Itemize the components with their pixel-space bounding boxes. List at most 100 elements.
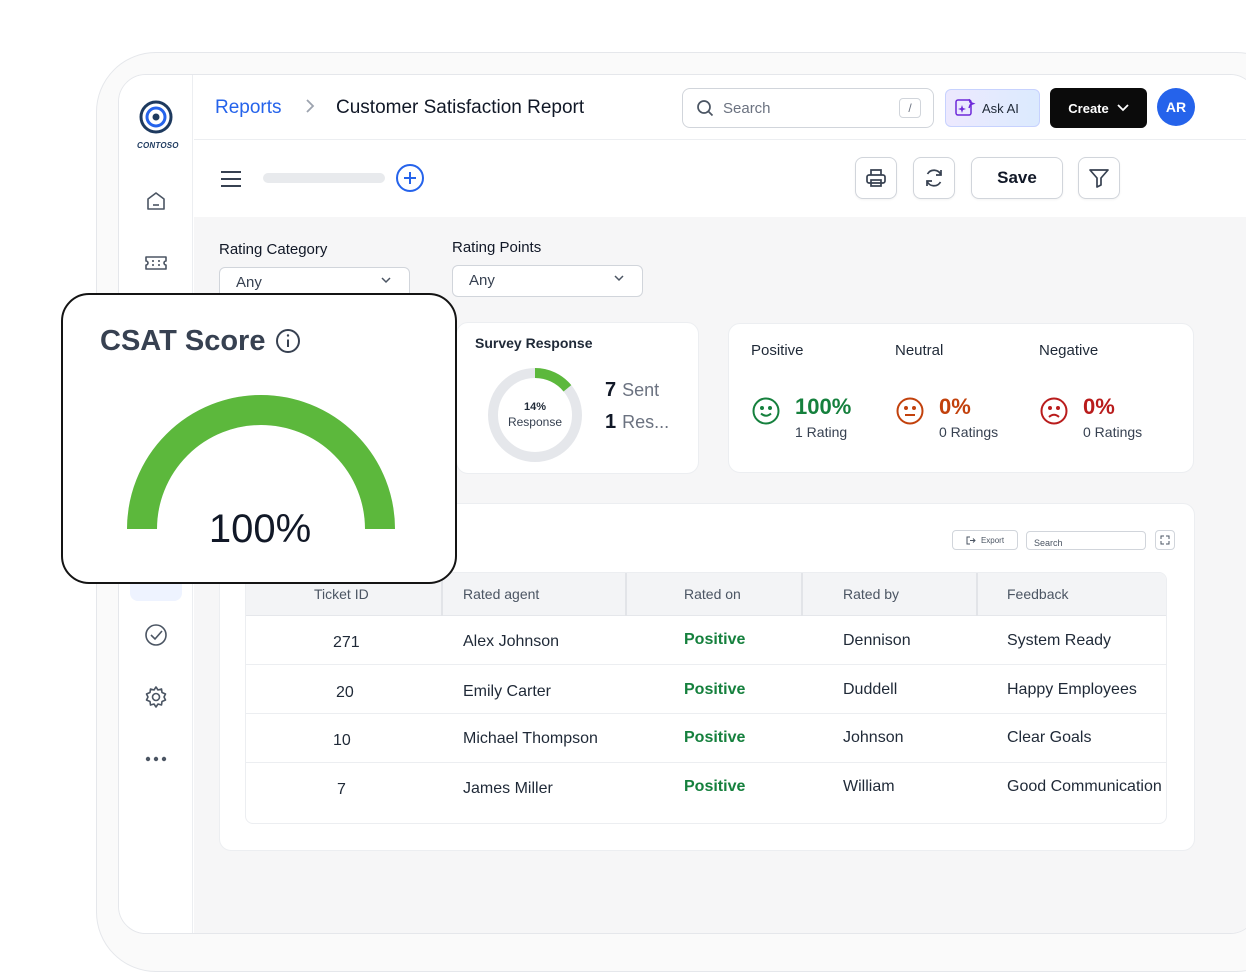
- csat-gauge-fill: [127, 395, 395, 530]
- cell-rated-on: Positive: [684, 729, 746, 746]
- chevron-down-icon: [1117, 104, 1129, 112]
- column-divider: [441, 573, 443, 616]
- brand-logo[interactable]: CONTOSO: [137, 99, 179, 150]
- page-title: Customer Satisfaction Report: [336, 97, 585, 118]
- cell-feedback: Good Communication: [1007, 778, 1162, 795]
- column-divider: [625, 573, 627, 616]
- user-avatar[interactable]: AR: [1157, 88, 1195, 126]
- info-icon[interactable]: [275, 328, 301, 354]
- survey-response-title: Survey Response: [475, 335, 593, 351]
- gear-icon[interactable]: [142, 683, 170, 711]
- report-toolbar: Save: [194, 141, 1246, 217]
- hamburger-menu-icon[interactable]: [220, 170, 242, 193]
- response-label: Response: [507, 415, 563, 429]
- refresh-icon: [926, 169, 942, 187]
- negative-percent: 0%: [1083, 394, 1115, 419]
- plus-circle-icon: [396, 164, 424, 192]
- cell-agent: Michael Thompson: [463, 730, 598, 747]
- rating-points-select[interactable]: Any: [452, 265, 643, 297]
- search-placeholder: Search: [723, 100, 771, 117]
- chevron-down-icon: [614, 275, 624, 282]
- rating-points-value: Any: [469, 272, 495, 289]
- neutral-title: Neutral: [895, 342, 944, 359]
- column-feedback[interactable]: Feedback: [1007, 586, 1069, 602]
- ask-ai-label: Ask AI: [982, 100, 1019, 116]
- column-rated-on[interactable]: Rated on: [684, 586, 741, 602]
- csat-value: 100%: [208, 507, 312, 551]
- printer-icon: [866, 169, 886, 187]
- cell-rated-on: Positive: [684, 681, 746, 698]
- add-view-button[interactable]: [395, 163, 425, 198]
- responded-label: Res...: [622, 412, 670, 432]
- responded-stat: 1 Res...: [605, 411, 669, 434]
- rating-points-label: Rating Points: [452, 239, 542, 256]
- export-label: Export: [980, 535, 1005, 545]
- search-icon: [696, 99, 714, 122]
- filter-button[interactable]: [1078, 157, 1120, 199]
- brand-name: CONTOSO: [137, 141, 179, 150]
- csat-gauge-chart: [127, 395, 395, 530]
- neutral-percent: 0%: [939, 394, 971, 419]
- report-name-placeholder: [263, 173, 385, 183]
- sent-stat: 7 Sent: [605, 379, 659, 402]
- expand-icon: [1160, 535, 1170, 545]
- cell-ticket-id: 7: [337, 781, 346, 798]
- print-button[interactable]: [855, 157, 897, 199]
- search-input[interactable]: Search /: [682, 88, 934, 128]
- cell-rated-by: Johnson: [843, 729, 904, 746]
- neutral-count: 0 Ratings: [939, 424, 999, 440]
- response-percent: 14%: [523, 401, 547, 413]
- column-divider: [801, 573, 803, 616]
- response-donut-fill: [488, 368, 582, 462]
- rating-category-label: Rating Category: [219, 241, 328, 258]
- filter-icon: [1089, 169, 1109, 188]
- smile-icon: [752, 397, 780, 425]
- sparkle-icon: [955, 98, 976, 116]
- cell-rated-on: Positive: [684, 778, 746, 795]
- negative-title: Negative: [1039, 342, 1099, 359]
- cell-ticket-id: 20: [336, 684, 354, 701]
- more-icon[interactable]: [142, 745, 170, 773]
- refresh-button[interactable]: [913, 157, 955, 199]
- sent-count: 7: [605, 379, 617, 401]
- chevron-down-icon: [381, 277, 391, 284]
- table-search-input[interactable]: Search: [1026, 531, 1146, 550]
- contoso-logo-icon: [139, 100, 173, 134]
- ticket-icon[interactable]: [142, 249, 170, 277]
- cell-rated-by: Dennison: [843, 632, 911, 649]
- sent-label: Sent: [622, 380, 660, 400]
- column-ticket-id[interactable]: Ticket ID: [314, 586, 369, 602]
- ratings-table: Ticket ID Rated agent Rated on Rated by …: [245, 572, 1167, 824]
- cell-agent: James Miller: [463, 780, 553, 797]
- check-circle-icon[interactable]: [142, 621, 170, 649]
- cell-feedback: Happy Employees: [1007, 681, 1137, 698]
- table-row[interactable]: 7 James Miller Positive William Good Com…: [246, 763, 1166, 823]
- export-button[interactable]: Export: [952, 530, 1018, 550]
- csat-title: CSAT Score: [100, 325, 266, 357]
- export-icon: [966, 536, 976, 544]
- cell-ticket-id: 271: [333, 634, 360, 651]
- cell-rated-on: Positive: [684, 631, 746, 648]
- column-rated-by[interactable]: Rated by: [843, 586, 900, 602]
- rating-category-value: Any: [236, 274, 262, 291]
- response-donut-chart: [488, 368, 582, 462]
- sidebar-active-indicator: [130, 583, 182, 601]
- save-button[interactable]: Save: [971, 157, 1063, 199]
- chevron-right-icon: [304, 98, 316, 119]
- neutral-face-icon: [896, 397, 924, 425]
- table-row[interactable]: 20 Emily Carter Positive Duddell Happy E…: [246, 665, 1166, 714]
- column-rated-agent[interactable]: Rated agent: [463, 586, 540, 602]
- home-icon[interactable]: [142, 187, 170, 215]
- create-button[interactable]: Create: [1050, 88, 1147, 128]
- expand-button[interactable]: [1155, 530, 1175, 550]
- csat-score-card: CSAT Score 100%: [61, 293, 457, 584]
- negative-count: 0 Ratings: [1083, 424, 1143, 440]
- cell-rated-by: William: [843, 778, 895, 795]
- ask-ai-button[interactable]: Ask AI: [945, 89, 1040, 127]
- table-row[interactable]: 10 Michael Thompson Positive Johnson Cle…: [246, 714, 1166, 763]
- sentiment-summary-card: Positive 100% 1 Rating Neutral 0% 0 Rati…: [728, 323, 1194, 473]
- column-divider: [976, 573, 978, 616]
- breadcrumb-reports[interactable]: Reports: [215, 97, 282, 118]
- table-row[interactable]: 271 Alex Johnson Positive Dennison Syste…: [246, 616, 1166, 665]
- create-label: Create: [1068, 100, 1109, 116]
